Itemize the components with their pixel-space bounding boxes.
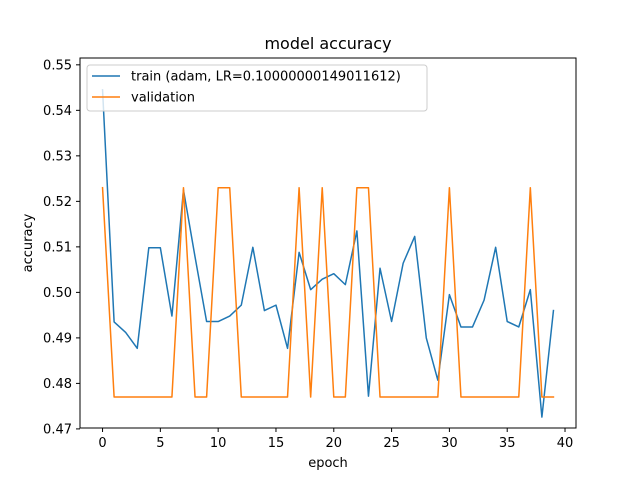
y-tick-label: 0.52 [43, 195, 72, 210]
train-series-line [103, 90, 554, 417]
y-tick-label: 0.47 [43, 422, 72, 437]
y-tick-label: 0.53 [43, 149, 72, 164]
legend-label: validation [131, 91, 195, 106]
x-tick-label: 5 [156, 436, 164, 451]
y-tick-label: 0.51 [43, 240, 72, 255]
y-tick-label: 0.55 [43, 58, 72, 73]
x-tick-label: 0 [98, 436, 106, 451]
y-axis-label: accuracy [21, 213, 36, 272]
x-tick-label: 30 [441, 436, 458, 451]
x-tick-label: 25 [383, 436, 400, 451]
y-tick-label: 0.54 [43, 104, 72, 119]
chart-title: model accuracy [264, 34, 391, 53]
legend-label: train (adam, LR=0.10000000149011612) [131, 70, 401, 85]
x-tick-label: 10 [210, 436, 227, 451]
x-tick-label: 20 [326, 436, 343, 451]
x-tick-label: 35 [499, 436, 516, 451]
y-tick-label: 0.50 [43, 286, 72, 301]
x-tick-label: 15 [268, 436, 285, 451]
x-axis-label: epoch [308, 456, 348, 471]
plot-area-frame [80, 58, 576, 428]
legend: train (adam, LR=0.10000000149011612) vali… [87, 65, 427, 111]
y-tick-label: 0.48 [43, 377, 72, 392]
x-tick-label: 40 [557, 436, 574, 451]
plot-series [103, 90, 554, 417]
y-tick-label: 0.49 [43, 331, 72, 346]
